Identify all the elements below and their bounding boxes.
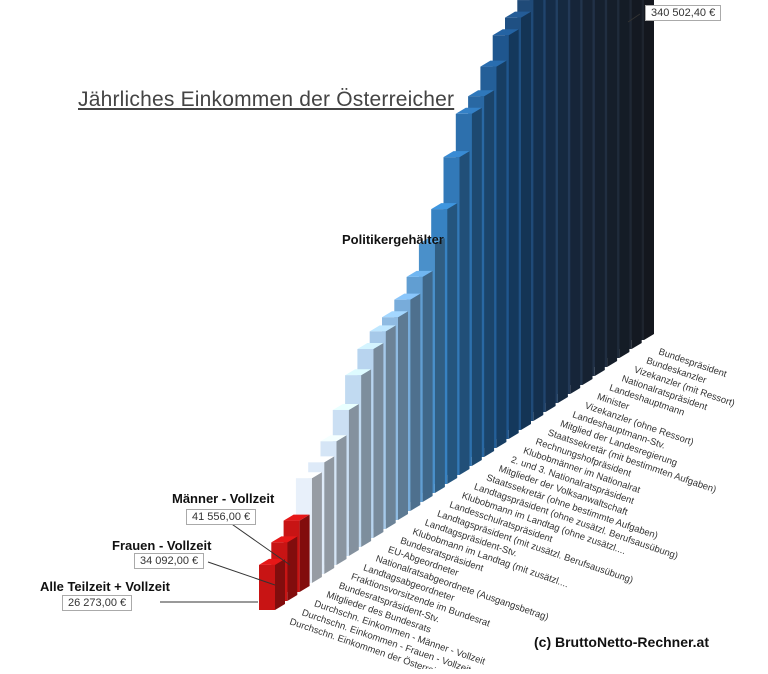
- credit-text: (c) BruttoNetto-Rechner.at: [534, 634, 709, 650]
- callout-maenner-label: Männer - Vollzeit: [172, 491, 274, 506]
- bar-side: [533, 0, 543, 421]
- bar-side: [484, 90, 494, 457]
- bar-side: [558, 0, 568, 403]
- bar-side: [447, 203, 457, 484]
- bar-side: [361, 369, 371, 547]
- bar-front: [259, 565, 275, 610]
- section-label-politikergehaelter: Politikergehälter: [342, 232, 444, 247]
- bar-side: [546, 0, 556, 412]
- bar-side: [460, 151, 470, 475]
- callout-frauen-value: 34 092,00 €: [134, 553, 204, 569]
- bar-side: [423, 271, 433, 502]
- bar-side: [644, 0, 654, 340]
- bar-side: [337, 435, 347, 565]
- bar-side: [632, 0, 642, 349]
- bar-side: [435, 238, 445, 493]
- bar-side: [349, 404, 359, 556]
- bar-side: [472, 108, 482, 466]
- bar-side: [496, 61, 506, 448]
- callout-top-value: 340 502,40 €: [645, 5, 721, 21]
- bar-side: [312, 472, 322, 583]
- bar-side: [570, 0, 580, 394]
- callout-frauen-label: Frauen - Vollzeit: [112, 538, 211, 553]
- bar-side: [410, 294, 420, 511]
- bar-side: [521, 12, 531, 430]
- bar-side: [386, 325, 396, 529]
- callout-alle-value: 26 273,00 €: [62, 595, 132, 611]
- bar-side: [583, 0, 593, 385]
- callout-maenner-value: 41 556,00 €: [186, 509, 256, 525]
- bar-side: [398, 311, 408, 520]
- bar-side: [300, 515, 310, 592]
- bar-side: [509, 29, 519, 439]
- bar-side: [373, 343, 383, 538]
- bar-side: [275, 559, 285, 610]
- bar-side: [324, 456, 334, 574]
- bar-side: [287, 536, 297, 601]
- bar-side: [619, 0, 629, 358]
- callout-alle-label: Alle Teilzeit + Vollzeit: [40, 579, 170, 594]
- bar-side: [607, 0, 617, 367]
- bar-side: [595, 0, 605, 376]
- chart-title: Jährliches Einkommen der Österreicher: [78, 88, 454, 112]
